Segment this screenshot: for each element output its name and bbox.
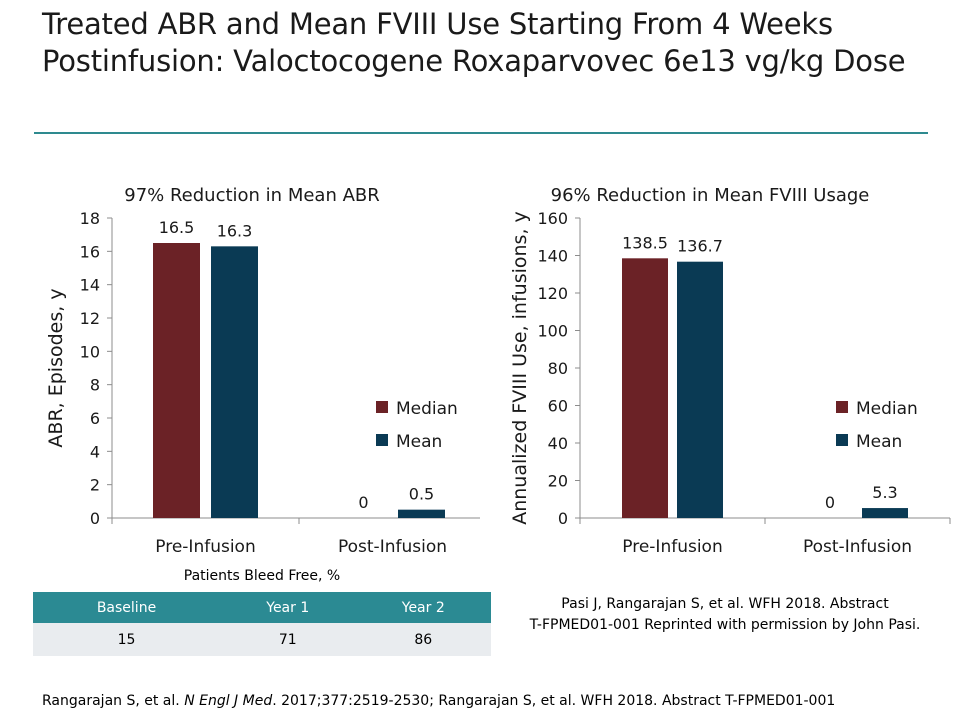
legend-label-mean: Mean: [856, 432, 903, 452]
bar-median-pre-infusion: [153, 243, 200, 518]
fviii-legend: Median Mean: [836, 399, 918, 465]
legend-label-median: Median: [856, 399, 918, 419]
header-year-1: Year 1: [220, 592, 356, 623]
y-tick-label: 18: [80, 209, 100, 228]
y-tick-label: 8: [90, 376, 100, 395]
slide-title: Treated ABR and Mean FVIII Use Starting …: [42, 7, 906, 78]
data-label: 5.3: [872, 483, 897, 502]
chart-title: 96% Reduction in Mean FVIII Usage: [551, 185, 870, 206]
value-year-2: 86: [355, 623, 491, 656]
y-tick-label: 0: [558, 509, 568, 528]
data-label: 16.3: [217, 221, 253, 240]
reprint-credit: Pasi J, Rangarajan S, et al. WFH 2018. A…: [505, 594, 945, 636]
y-tick-label: 40: [548, 434, 568, 453]
legend-label-median: Median: [396, 399, 458, 419]
footnote-suffix: . 2017;377:2519-2530; Rangarajan S, et a…: [272, 693, 836, 709]
y-axis-label: Annualized FVIII Use, infusions, y: [509, 211, 531, 525]
fviii-legend-median: Median: [836, 399, 918, 419]
fviii-legend-mean: Mean: [836, 432, 918, 452]
y-tick-label: 0: [90, 509, 100, 528]
bleed-table-header-row: Baseline Year 1 Year 2: [33, 592, 491, 623]
y-tick-label: 2: [90, 476, 100, 495]
x-tick-label: Post-Infusion: [338, 537, 447, 557]
bleed-free-table: Baseline Year 1 Year 2 15 71 86: [33, 592, 491, 656]
bar-mean-post-infusion: [398, 509, 445, 518]
data-label: 0.5: [409, 485, 434, 504]
bar-mean-pre-infusion: [677, 261, 723, 518]
data-label: 138.5: [622, 233, 668, 252]
x-tick-label: Pre-Infusion: [622, 537, 722, 557]
footnote-prefix: Rangarajan S, et al.: [42, 693, 180, 709]
bar-mean-pre-infusion: [211, 246, 258, 518]
abr-legend-median: Median: [376, 399, 458, 419]
x-tick-label: Post-Infusion: [803, 537, 912, 557]
legend-swatch-median: [376, 401, 388, 413]
y-tick-label: 10: [80, 342, 100, 361]
legend-swatch-median: [836, 401, 848, 413]
y-tick-label: 20: [548, 472, 568, 491]
references-footnote: Rangarajan S, et al. N Engl J Med. 2017;…: [42, 693, 835, 709]
y-tick-label: 12: [80, 309, 100, 328]
y-tick-label: 140: [537, 247, 568, 266]
data-label: 0: [825, 493, 835, 512]
legend-label-mean: Mean: [396, 432, 443, 452]
y-tick-label: 16: [80, 242, 100, 261]
chart-title: 97% Reduction in Mean ABR: [124, 185, 380, 206]
x-tick-label: Pre-Infusion: [155, 537, 255, 557]
fviii-chart: 96% Reduction in Mean FVIII Usage Annuali…: [480, 170, 960, 570]
credit-line-1: Pasi J, Rangarajan S, et al. WFH 2018. A…: [561, 596, 889, 612]
y-tick-label: 160: [537, 209, 568, 228]
y-axis-label: ABR, Episodes, y: [45, 288, 67, 447]
legend-swatch-mean: [836, 434, 848, 446]
y-tick-label: 4: [90, 442, 100, 461]
footnote-journal: N Engl J Med: [184, 693, 273, 709]
data-label: 16.5: [159, 218, 195, 237]
bleed-table-caption: Patients Bleed Free, %: [183, 568, 341, 584]
abr-legend: Median Mean: [376, 399, 458, 465]
y-tick-label: 14: [80, 276, 100, 295]
bar-median-pre-infusion: [622, 258, 668, 518]
header-year-2: Year 2: [355, 592, 491, 623]
abr-chart-svg: 97% Reduction in Mean ABR ABR, Episodes, …: [45, 185, 487, 557]
y-tick-label: 60: [548, 397, 568, 416]
fviii-chart-svg: 96% Reduction in Mean FVIII Usage Annuali…: [509, 185, 951, 557]
title-divider: [34, 132, 928, 134]
header-baseline: Baseline: [33, 592, 221, 623]
credit-line-2: T-FPMED01-001 Reprinted with permission …: [529, 617, 921, 633]
data-label: 0: [358, 493, 368, 512]
abr-legend-mean: Mean: [376, 432, 458, 452]
abr-chart: 97% Reduction in Mean ABR ABR, Episodes, …: [0, 170, 487, 570]
y-tick-label: 100: [537, 322, 568, 341]
y-tick-label: 80: [548, 359, 568, 378]
value-year-1: 71: [220, 623, 356, 656]
value-baseline: 15: [33, 623, 221, 656]
bleed-table-value-row: 15 71 86: [33, 623, 491, 656]
y-tick-label: 6: [90, 409, 100, 428]
bar-mean-post-infusion: [862, 508, 908, 518]
legend-swatch-mean: [376, 434, 388, 446]
data-label: 136.7: [677, 237, 723, 256]
y-tick-label: 120: [537, 284, 568, 303]
